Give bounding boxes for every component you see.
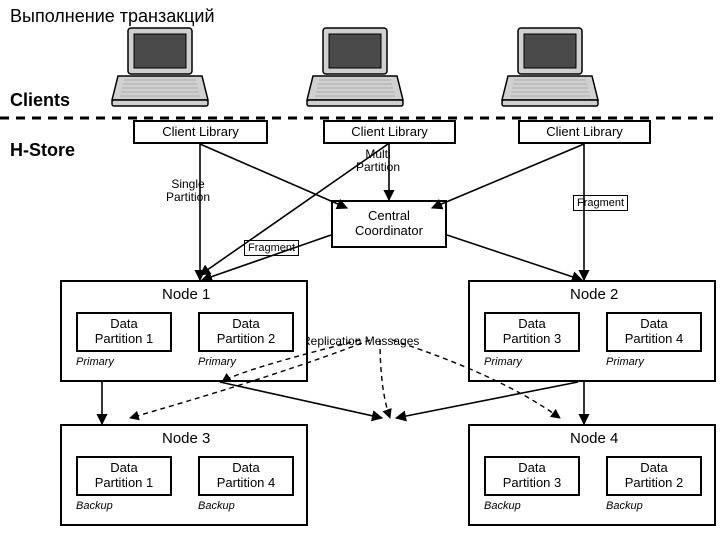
client-library-3: Client Library — [518, 120, 651, 144]
label-fragment-2: Fragment — [573, 195, 628, 211]
label-replication: Replication Messages — [302, 335, 419, 348]
node-1-role-2: Primary — [198, 356, 236, 368]
label-multi-partition: Multi Partition — [356, 148, 400, 174]
node-2-role-2: Primary — [606, 356, 644, 368]
node-3-partition-2: Data Partition 4 — [198, 456, 294, 496]
laptop-2 — [305, 26, 405, 113]
page-title: Выполнение транзакций — [10, 6, 215, 27]
node-4-title: Node 4 — [570, 430, 618, 447]
section-label-clients: Clients — [10, 90, 70, 111]
node-1-partition-1: Data Partition 1 — [76, 312, 172, 352]
node-4: Node 4 Data Partition 3 Data Partition 2… — [468, 424, 716, 526]
client-library-2: Client Library — [323, 120, 456, 144]
node-3-role-1: Backup — [76, 500, 113, 512]
node-4-role-1: Backup — [484, 500, 521, 512]
node-3: Node 3 Data Partition 1 Data Partition 4… — [60, 424, 308, 526]
node-1: Node 1 Data Partition 1 Data Partition 2… — [60, 280, 308, 382]
node-1-role-1: Primary — [76, 356, 114, 368]
node-3-partition-1: Data Partition 1 — [76, 456, 172, 496]
laptop-1 — [110, 26, 210, 113]
node-4-partition-1: Data Partition 3 — [484, 456, 580, 496]
laptop-3 — [500, 26, 600, 113]
node-2-title: Node 2 — [570, 286, 618, 303]
node-2: Node 2 Data Partition 3 Data Partition 4… — [468, 280, 716, 382]
section-label-hstore: H-Store — [10, 140, 75, 161]
client-library-1: Client Library — [133, 120, 268, 144]
node-2-role-1: Primary — [484, 356, 522, 368]
node-1-title: Node 1 — [162, 286, 210, 303]
label-single-partition: Single Partition — [166, 178, 210, 204]
node-1-partition-2: Data Partition 2 — [198, 312, 294, 352]
node-2-partition-1: Data Partition 3 — [484, 312, 580, 352]
diagram-stage: Выполнение транзакций Clients H-Store — [0, 0, 720, 540]
node-4-partition-2: Data Partition 2 — [606, 456, 702, 496]
central-coordinator: Central Coordinator — [331, 200, 447, 248]
label-fragment-1: Fragment — [244, 240, 299, 256]
node-3-role-2: Backup — [198, 500, 235, 512]
node-2-partition-2: Data Partition 4 — [606, 312, 702, 352]
node-3-title: Node 3 — [162, 430, 210, 447]
node-4-role-2: Backup — [606, 500, 643, 512]
